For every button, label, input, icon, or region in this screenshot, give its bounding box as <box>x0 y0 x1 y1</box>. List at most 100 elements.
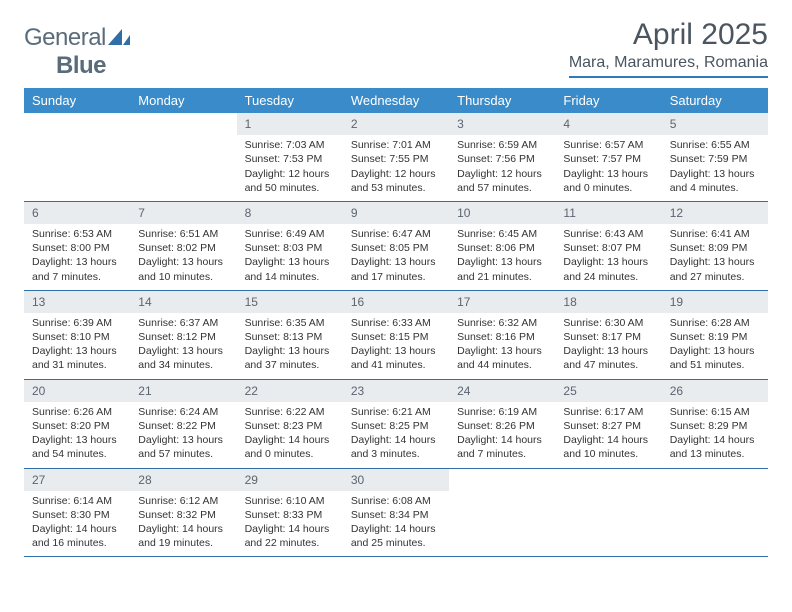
sunset-text: Sunset: 8:17 PM <box>563 330 653 344</box>
sunset-text: Sunset: 8:26 PM <box>457 419 547 433</box>
sunrise-text: Sunrise: 6:26 AM <box>32 405 122 419</box>
sunrise-text: Sunrise: 6:45 AM <box>457 227 547 241</box>
logo-text-2: Blue <box>56 52 106 79</box>
daylight-text: Daylight: 13 hours and 4 minutes. <box>670 167 760 195</box>
sunrise-text: Sunrise: 6:12 AM <box>138 494 228 508</box>
day-cell: 8Sunrise: 6:49 AMSunset: 8:03 PMDaylight… <box>237 202 343 290</box>
day-cell: 1Sunrise: 7:03 AMSunset: 7:53 PMDaylight… <box>237 113 343 201</box>
day-cell: 20 Sunrise: 6:26 AMSunset: 8:20 PMDayligh… <box>24 380 130 468</box>
daylight-text: Daylight: 13 hours and 57 minutes. <box>138 433 228 461</box>
daylight-text: Daylight: 12 hours and 50 minutes. <box>245 167 335 195</box>
day-content: Sunrise: 6:14 AMSunset: 8:30 PMDaylight:… <box>24 491 130 557</box>
day-number: 7 <box>130 202 236 224</box>
day-number: 2 <box>343 113 449 135</box>
sunrise-text: Sunrise: 7:03 AM <box>245 138 335 152</box>
daylight-text: Daylight: 12 hours and 57 minutes. <box>457 167 547 195</box>
header: General Blue April 2025 Mara, Maramures,… <box>24 18 768 80</box>
sunset-text: Sunset: 8:15 PM <box>351 330 441 344</box>
daylight-text: Daylight: 14 hours and 0 minutes. <box>245 433 335 461</box>
sunrise-text: Sunrise: 6:19 AM <box>457 405 547 419</box>
day-cell: 18Sunrise: 6:30 AMSunset: 8:17 PMDayligh… <box>555 291 661 379</box>
week-row: 13Sunrise: 6:39 AMSunset: 8:10 PMDayligh… <box>24 291 768 380</box>
sunrise-text: Sunrise: 6:10 AM <box>245 494 335 508</box>
day-content: Sunrise: 6:53 AMSunset: 8:00 PMDaylight:… <box>24 224 130 290</box>
day-content: Sunrise: 6:32 AMSunset: 8:16 PMDaylight:… <box>449 313 555 379</box>
weeks-container: 1Sunrise: 7:03 AMSunset: 7:53 PMDaylight… <box>24 113 768 557</box>
sunset-text: Sunset: 8:06 PM <box>457 241 547 255</box>
day-number: 15 <box>237 291 343 313</box>
day-number: 6 <box>24 202 130 224</box>
day-cell: 27Sunrise: 6:14 AMSunset: 8:30 PMDayligh… <box>24 469 130 557</box>
day-number: 4 <box>555 113 661 135</box>
day-cell: 25Sunrise: 6:17 AMSunset: 8:27 PMDayligh… <box>555 380 661 468</box>
daylight-text: Daylight: 13 hours and 54 minutes. <box>32 433 122 461</box>
week-row: 1Sunrise: 7:03 AMSunset: 7:53 PMDaylight… <box>24 113 768 202</box>
day-content: Sunrise: 6:22 AMSunset: 8:23 PMDaylight:… <box>237 402 343 468</box>
logo-text-1: General <box>24 24 106 51</box>
daylight-text: Daylight: 13 hours and 17 minutes. <box>351 255 441 283</box>
day-number: 30 <box>343 469 449 491</box>
daylight-text: Daylight: 13 hours and 14 minutes. <box>245 255 335 283</box>
sunset-text: Sunset: 7:59 PM <box>670 152 760 166</box>
daylight-text: Daylight: 14 hours and 19 minutes. <box>138 522 228 550</box>
sunset-text: Sunset: 8:20 PM <box>32 419 122 433</box>
daylight-text: Daylight: 14 hours and 13 minutes. <box>670 433 760 461</box>
day-number: 28 <box>130 469 236 491</box>
day-cell: 30Sunrise: 6:08 AMSunset: 8:34 PMDayligh… <box>343 469 449 557</box>
sunset-text: Sunset: 8:32 PM <box>138 508 228 522</box>
day-number: 29 <box>237 469 343 491</box>
daylight-text: Daylight: 13 hours and 10 minutes. <box>138 255 228 283</box>
sunset-text: Sunset: 7:57 PM <box>563 152 653 166</box>
logo-sail-icon <box>108 24 130 52</box>
week-row: 6Sunrise: 6:53 AMSunset: 8:00 PMDaylight… <box>24 202 768 291</box>
day-number: 1 <box>237 113 343 135</box>
day-cell: 21Sunrise: 6:24 AMSunset: 8:22 PMDayligh… <box>130 380 236 468</box>
daylight-text: Daylight: 12 hours and 53 minutes. <box>351 167 441 195</box>
sunset-text: Sunset: 8:22 PM <box>138 419 228 433</box>
day-content: Sunrise: 6:51 AMSunset: 8:02 PMDaylight:… <box>130 224 236 290</box>
day-cell: 12Sunrise: 6:41 AMSunset: 8:09 PMDayligh… <box>662 202 768 290</box>
sunset-text: Sunset: 8:02 PM <box>138 241 228 255</box>
day-content: Sunrise: 6:59 AMSunset: 7:56 PMDaylight:… <box>449 135 555 201</box>
sunset-text: Sunset: 8:07 PM <box>563 241 653 255</box>
day-number: 22 <box>237 380 343 402</box>
daylight-text: Daylight: 13 hours and 27 minutes. <box>670 255 760 283</box>
weekday-thursday: Thursday <box>449 88 555 113</box>
day-number: 13 <box>24 291 130 313</box>
day-content: Sunrise: 6:15 AMSunset: 8:29 PMDaylight:… <box>662 402 768 468</box>
sunrise-text: Sunrise: 6:33 AM <box>351 316 441 330</box>
day-cell <box>24 113 130 201</box>
day-number: 20 <box>24 380 130 402</box>
day-number: 23 <box>343 380 449 402</box>
day-number: 16 <box>343 291 449 313</box>
day-content: Sunrise: 6:41 AMSunset: 8:09 PMDaylight:… <box>662 224 768 290</box>
daylight-text: Daylight: 14 hours and 7 minutes. <box>457 433 547 461</box>
sunset-text: Sunset: 8:13 PM <box>245 330 335 344</box>
day-content: Sunrise: 6:57 AMSunset: 7:57 PMDaylight:… <box>555 135 661 201</box>
sunrise-text: Sunrise: 6:15 AM <box>670 405 760 419</box>
sunrise-text: Sunrise: 6:35 AM <box>245 316 335 330</box>
daylight-text: Daylight: 13 hours and 21 minutes. <box>457 255 547 283</box>
sunrise-text: Sunrise: 6:57 AM <box>563 138 653 152</box>
week-row: 20Sunrise: 6:26 AMSunset: 8:20 PMDayligh… <box>24 380 768 469</box>
day-cell: 28 Sunrise: 6:12 AMSunset: 8:32 PMDayligh… <box>130 469 236 557</box>
day-cell: 16Sunrise: 6:33 AMSunset: 8:15 PMDayligh… <box>343 291 449 379</box>
daylight-text: Daylight: 13 hours and 37 minutes. <box>245 344 335 372</box>
day-cell: 3Sunrise: 6:59 AMSunset: 7:56 PMDaylight… <box>449 113 555 201</box>
daylight-text: Daylight: 13 hours and 7 minutes. <box>32 255 122 283</box>
sunset-text: Sunset: 8:23 PM <box>245 419 335 433</box>
daylight-text: Daylight: 14 hours and 10 minutes. <box>563 433 653 461</box>
sunrise-text: Sunrise: 6:53 AM <box>32 227 122 241</box>
day-cell: 10Sunrise: 6:45 AMSunset: 8:06 PMDayligh… <box>449 202 555 290</box>
daylight-text: Daylight: 13 hours and 31 minutes. <box>32 344 122 372</box>
day-number: 9 <box>343 202 449 224</box>
day-content: Sunrise: 6:30 AMSunset: 8:17 PMDaylight:… <box>555 313 661 379</box>
sunrise-text: Sunrise: 6:17 AM <box>563 405 653 419</box>
sunrise-text: Sunrise: 6:08 AM <box>351 494 441 508</box>
day-content: Sunrise: 6:33 AMSunset: 8:15 PMDaylight:… <box>343 313 449 379</box>
sunset-text: Sunset: 8:03 PM <box>245 241 335 255</box>
location: Mara, Maramures, Romania <box>569 54 768 78</box>
weekday-tuesday: Tuesday <box>237 88 343 113</box>
weekday-saturday: Saturday <box>662 88 768 113</box>
day-number: 3 <box>449 113 555 135</box>
